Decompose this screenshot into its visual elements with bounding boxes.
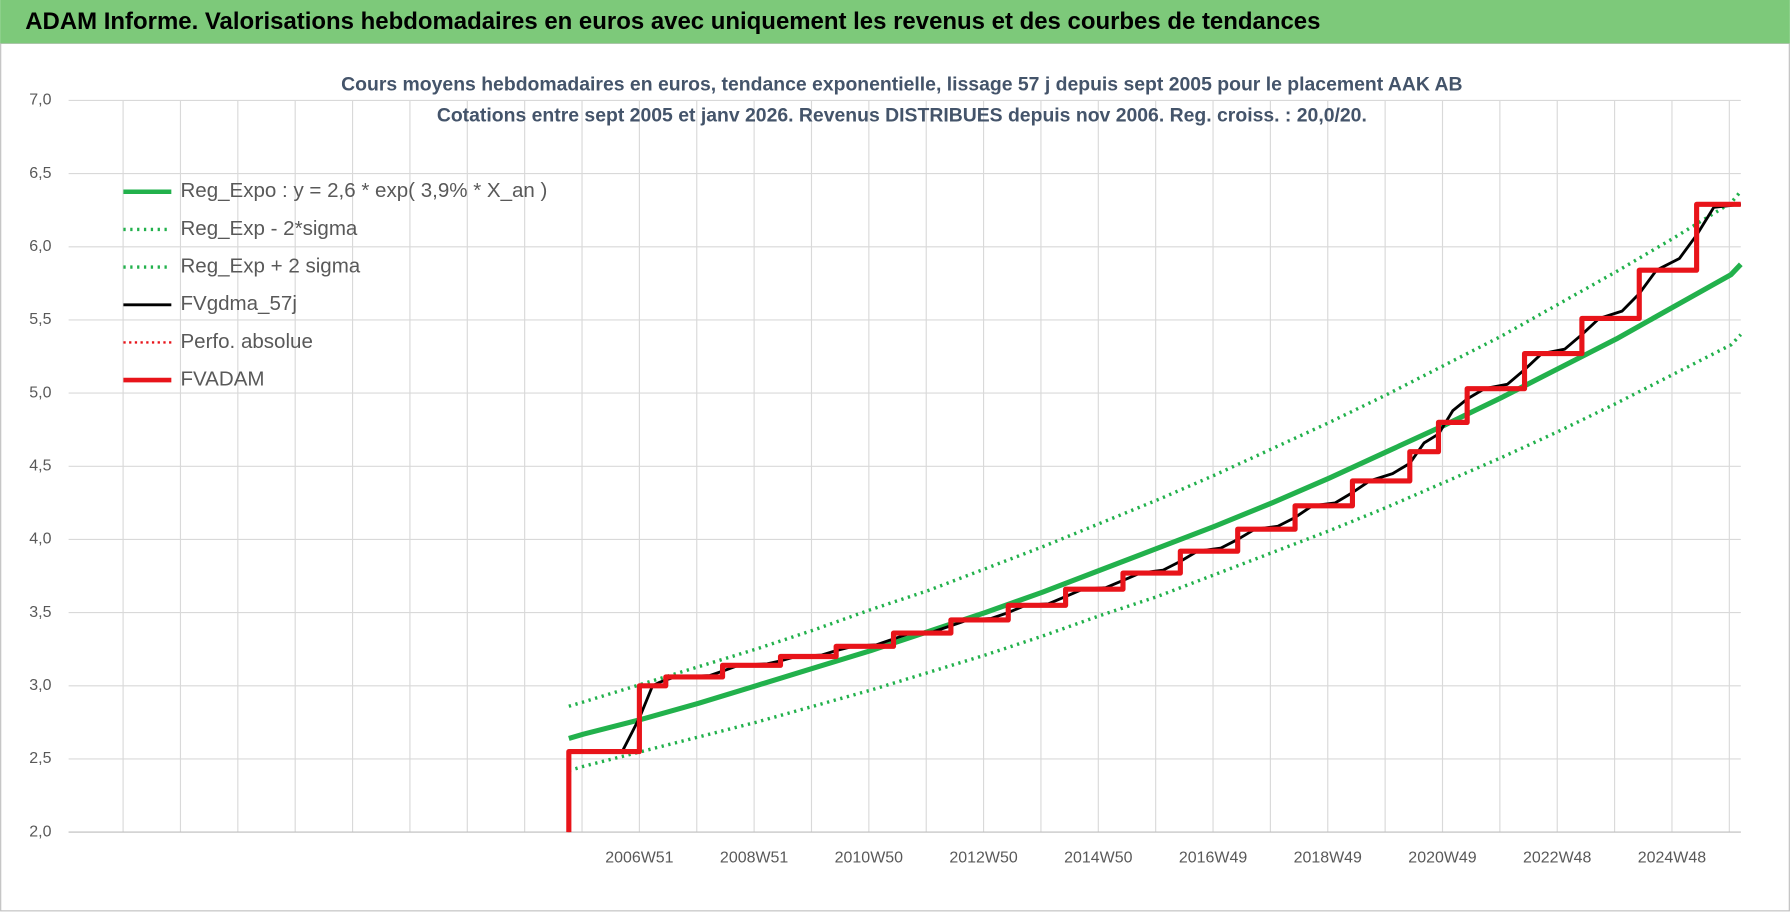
legend-label: Reg_Exp + 2 sigma — [180, 255, 360, 278]
x-tick-label: 2020W49 — [1408, 850, 1476, 867]
x-tick-label: 2008W51 — [720, 850, 788, 867]
y-tick-label: 4,5 — [29, 457, 51, 474]
x-tick-label: 2016W49 — [1179, 850, 1247, 867]
y-tick-label: 6,0 — [29, 238, 51, 255]
series-line — [568, 262, 1743, 741]
series-line — [568, 333, 1743, 773]
x-tick-label: 2014W50 — [1064, 850, 1132, 867]
x-tick-label: 2012W50 — [949, 850, 1017, 867]
plot: 2,0 2,5 3,0 3,5 4,0 4,5 5,0 5,5 6,0 6,5 7,0 2006W51… — [29, 92, 1743, 867]
y-tick-label: 7,0 — [29, 92, 51, 109]
chart-title: Cours moyens hebdomadaires en euros, ten… — [341, 74, 1462, 96]
legend-label: FVADAM — [180, 368, 264, 391]
legend-label: FVgdma_57j — [180, 292, 296, 315]
x-tick-label: 2018W49 — [1294, 850, 1362, 867]
y-tick-label: 2,5 — [29, 750, 51, 767]
y-tick-label: 3,0 — [29, 677, 51, 694]
x-tick-label: 2024W48 — [1638, 850, 1706, 867]
legend-label: Perfo. absolue — [180, 330, 312, 353]
x-tick-label: 2010W50 — [835, 850, 903, 867]
y-tick-label: 3,5 — [29, 604, 51, 621]
series-line — [568, 190, 1743, 708]
x-tick-label: 2022W48 — [1523, 850, 1591, 867]
y-tick-label: 6,5 — [29, 165, 51, 182]
y-tick-label: 5,5 — [29, 311, 51, 328]
y-tick-label: 5,0 — [29, 384, 51, 401]
legend-label: Reg_Exp - 2*sigma — [180, 217, 357, 240]
y-tick-label: 2,0 — [29, 823, 51, 840]
chart-subtitle: Cotations entre sept 2005 et janv 2026. … — [437, 105, 1367, 127]
x-tick-label: 2006W51 — [605, 850, 673, 867]
y-tick-label: 4,0 — [29, 531, 51, 548]
header-title: ADAM Informe. Valorisations hebdomadaire… — [25, 8, 1320, 35]
header-band — [0, 0, 1790, 44]
legend-label: Reg_Expo : y = 2,6 * exp( 3,9% * X_an ) — [180, 179, 547, 202]
series-line — [566, 201, 1741, 833]
